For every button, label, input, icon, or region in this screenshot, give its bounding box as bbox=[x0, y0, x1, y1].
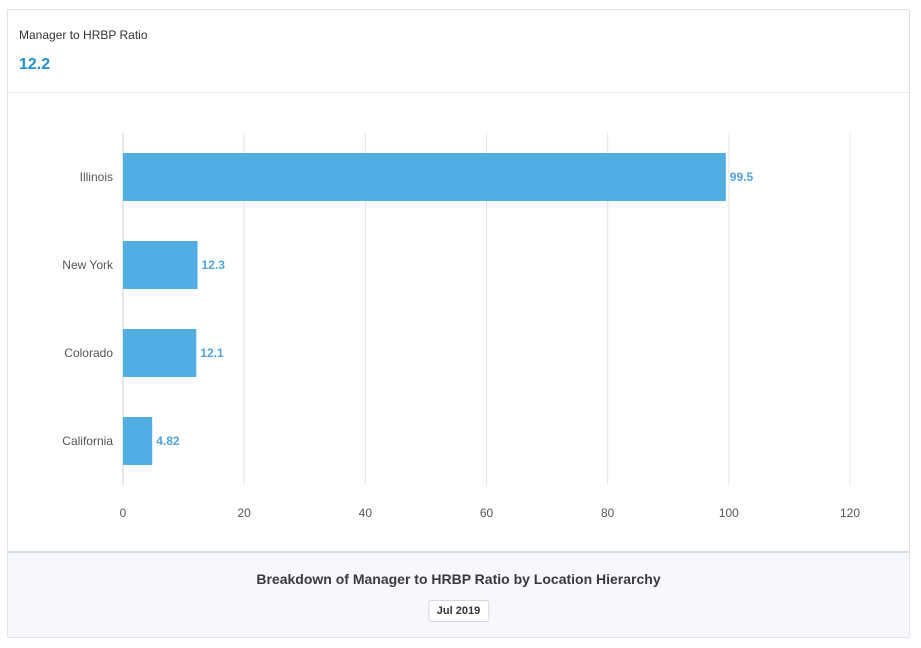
bar-california bbox=[123, 417, 153, 465]
y-tick-label-california: California bbox=[62, 434, 113, 448]
bar-new-york bbox=[123, 241, 198, 289]
chart-caption: Breakdown of Manager to HRBP Ratio by Lo… bbox=[256, 571, 661, 587]
y-tick-label-new-york: New York bbox=[62, 258, 114, 272]
bar-colorado bbox=[123, 329, 197, 377]
chart-card: Manager to HRBP Ratio 12.2 0 20 40 60 80 100 1… bbox=[7, 9, 910, 638]
chart-footer: Breakdown of Manager to HRBP Ratio by Lo… bbox=[8, 551, 909, 637]
bar-chart: 0 20 40 60 80 100 120 Illinois 99.5 New York 12.3 C… bbox=[62, 133, 860, 520]
data-label-colorado: 12.1 bbox=[200, 346, 224, 360]
bar-illinois bbox=[123, 153, 726, 201]
metric-title: Manager to HRBP Ratio bbox=[19, 28, 148, 42]
x-tick-label-80: 80 bbox=[601, 506, 615, 520]
metric-value: 12.2 bbox=[19, 56, 51, 73]
x-tick-label-120: 120 bbox=[840, 506, 860, 520]
metric-header: Manager to HRBP Ratio 12.2 bbox=[8, 10, 909, 93]
date-badge[interactable]: Jul 2019 bbox=[427, 600, 490, 622]
data-label-new-york: 12.3 bbox=[202, 258, 226, 272]
data-label-illinois: 99.5 bbox=[730, 170, 754, 184]
x-tick-label-20: 20 bbox=[237, 506, 251, 520]
y-tick-label-colorado: Colorado bbox=[64, 346, 113, 360]
data-label-california: 4.82 bbox=[156, 434, 180, 448]
y-tick-label-illinois: Illinois bbox=[80, 170, 113, 184]
x-tick-label-40: 40 bbox=[359, 506, 373, 520]
x-tick-label-0: 0 bbox=[120, 506, 127, 520]
x-tick-label-100: 100 bbox=[719, 506, 739, 520]
x-tick-label-60: 60 bbox=[480, 506, 494, 520]
